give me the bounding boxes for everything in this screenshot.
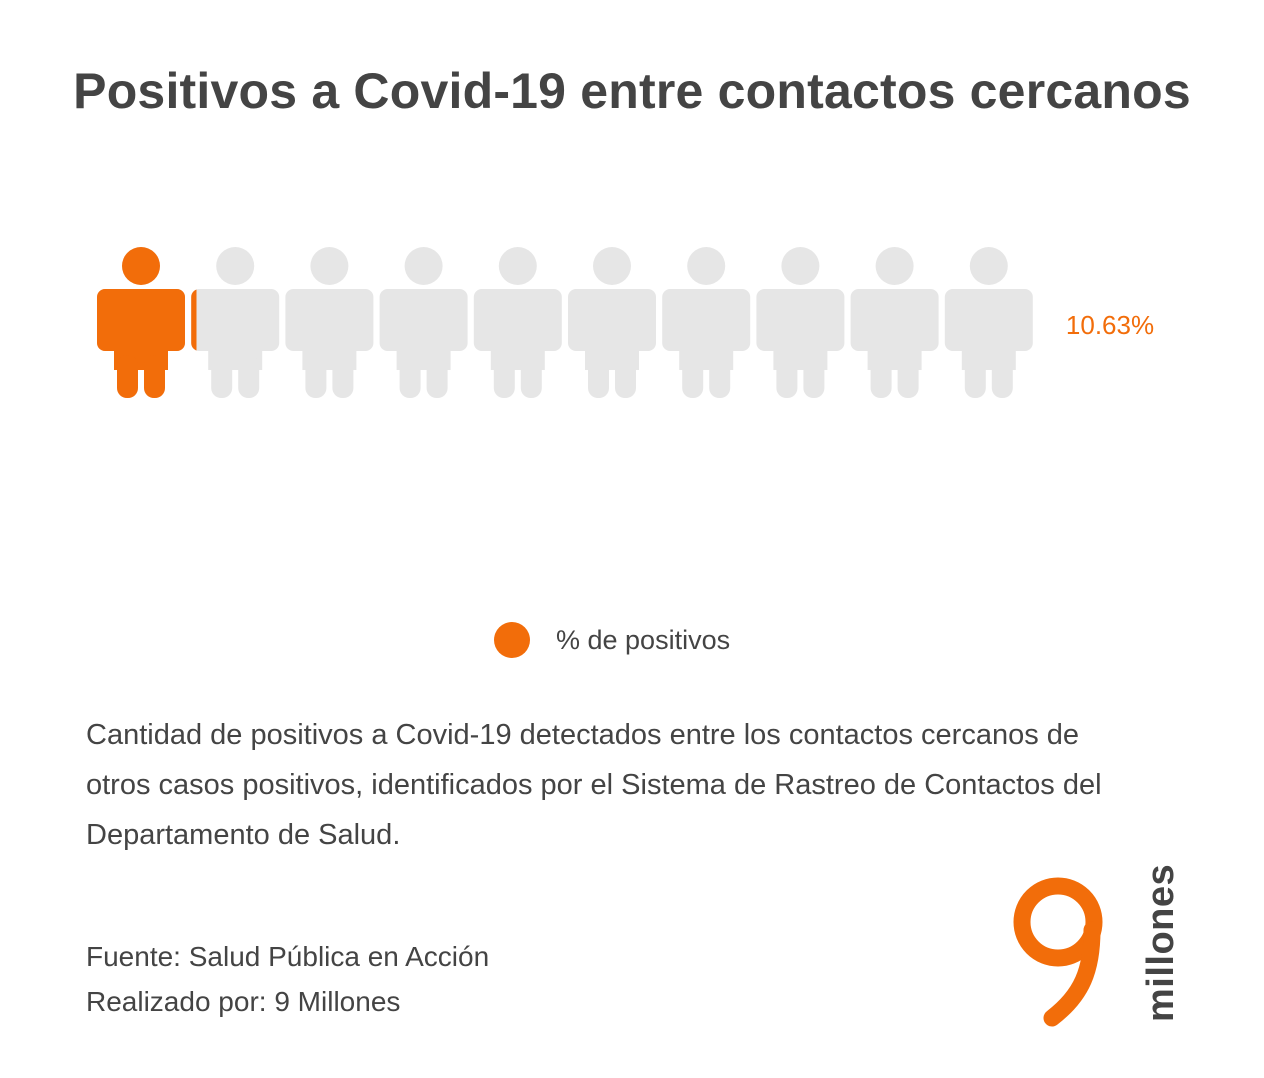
value-label: 10.63% [1066,310,1154,340]
person-icon-empty-3 [285,247,374,398]
person-icon-empty-8 [756,247,845,398]
person-icon-empty-2 [191,247,280,398]
author-text: Realizado por: 9 Millones [86,986,401,1017]
legend-label: % de positivos [556,624,731,655]
person-icon-empty-9 [850,247,939,398]
chart-description: Cantidad de positivos a Covid-19 detecta… [86,719,1102,851]
legend-swatch [494,622,530,658]
empty-person-icons [97,247,1033,398]
person-icon-empty-7 [662,247,751,398]
person-icon-filled-1 [97,247,185,398]
person-icon-empty-6 [568,247,656,398]
pictogram-chart: 10.63% [97,247,1154,398]
logo-word: millones [1140,863,1182,1022]
logo-nine-icon [1013,877,1103,1027]
credits: Fuente: Salud Pública en Acción Realizad… [86,934,489,1024]
person-icon-empty-4 [379,247,468,398]
person-icon-empty-10 [944,247,1033,398]
brand-logo [1013,877,1103,1027]
person-icon-empty-5 [473,247,562,398]
legend: % de positivos [494,621,730,659]
chart-title: Positivos a Covid-19 entre contactos cer… [73,63,1191,119]
source-text: Fuente: Salud Pública en Acción [86,941,490,972]
